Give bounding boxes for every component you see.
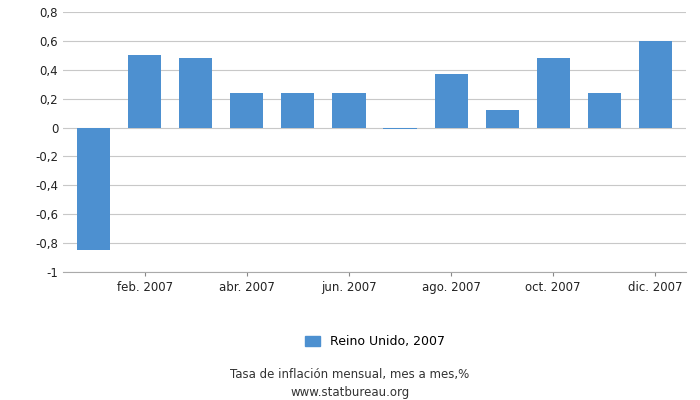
Text: Tasa de inflación mensual, mes a mes,%: Tasa de inflación mensual, mes a mes,% <box>230 368 470 381</box>
Bar <box>639 41 672 128</box>
Bar <box>537 58 570 128</box>
Bar <box>384 128 416 129</box>
Bar <box>332 93 365 128</box>
Bar <box>179 58 212 128</box>
Bar <box>230 93 263 128</box>
Bar <box>281 93 314 128</box>
Bar <box>588 93 621 128</box>
Text: www.statbureau.org: www.statbureau.org <box>290 386 410 399</box>
Bar <box>435 74 468 128</box>
Legend: Reino Unido, 2007: Reino Unido, 2007 <box>304 336 444 348</box>
Bar <box>77 128 110 250</box>
Bar <box>128 55 161 128</box>
Bar <box>486 110 519 128</box>
